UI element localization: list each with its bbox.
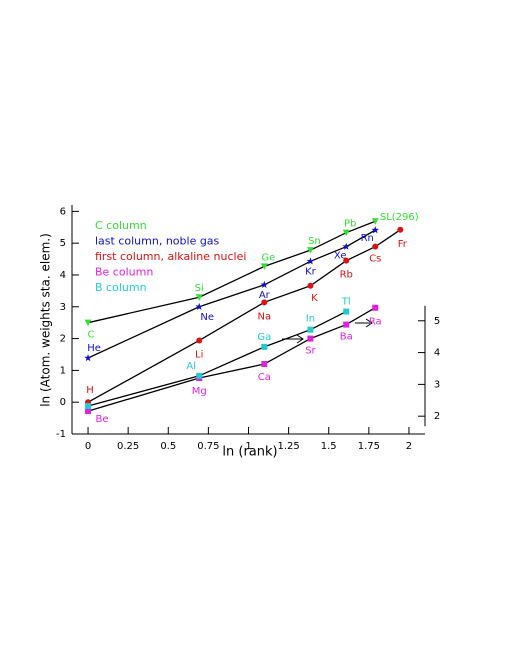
point [343, 308, 350, 315]
point-label: Li [195, 349, 203, 360]
point-label: C [88, 330, 95, 341]
point-label: Ga [257, 332, 271, 343]
point [307, 335, 314, 342]
point [371, 226, 380, 234]
y-tick-label: 1 [60, 365, 66, 376]
point [343, 321, 350, 328]
point [196, 372, 203, 379]
y2-tick-label: 5 [434, 316, 440, 327]
point-label: Rn [361, 233, 374, 244]
point-label: Be [96, 414, 109, 425]
point-label: Pb [344, 219, 356, 230]
y-tick-label: 0 [60, 397, 66, 408]
point [260, 280, 269, 289]
point-label: Al [186, 361, 196, 372]
point [342, 242, 350, 250]
legend-entry: B column [95, 281, 147, 294]
legend-entry: Be column [95, 266, 153, 279]
point-label: Ra [369, 317, 382, 328]
y-tick-label: 4 [60, 270, 66, 281]
x-tick-label: 0.5 [160, 441, 176, 452]
point [343, 257, 350, 264]
point-label: Fr [398, 239, 408, 250]
point [261, 361, 268, 368]
point-label: Ne [200, 312, 214, 323]
point-label: In [306, 314, 315, 325]
point-label: Xe [334, 251, 347, 262]
y2-tick-label: 4 [434, 348, 440, 359]
point-label: Sn [308, 236, 321, 247]
point-label: SL(296) [380, 212, 419, 223]
y-tick-label: 3 [60, 302, 66, 313]
y2-tick-label: 3 [434, 379, 440, 390]
legend-entry: C column [95, 219, 147, 232]
x-tick-label: 0.75 [197, 441, 219, 452]
point [195, 302, 203, 310]
point-label: Rb [340, 270, 353, 281]
arrows [282, 318, 373, 344]
legend-entry: first column, alkaline nuclei [95, 250, 246, 263]
point-label: Ge [261, 252, 275, 263]
series-line [87, 220, 376, 324]
point [342, 229, 350, 237]
legend-entry: last column, noble gas [95, 235, 220, 248]
point-label: H [86, 385, 94, 396]
point-label: He [87, 343, 101, 354]
point [84, 354, 92, 362]
point [397, 226, 404, 233]
x-tick-label: 2 [406, 441, 412, 452]
x-axis-label: ln (rank) [222, 445, 277, 460]
series-line [87, 307, 376, 412]
point [261, 343, 268, 350]
point-label: Si [195, 283, 204, 294]
point-label: Ba [340, 332, 353, 343]
y-tick-label: 6 [60, 206, 66, 217]
point [85, 408, 92, 415]
point-label: Kr [305, 266, 317, 277]
point [307, 326, 314, 333]
point [261, 299, 268, 306]
x-tick-label: 1.5 [321, 441, 337, 452]
y-tick-label: -1 [56, 429, 66, 440]
point [306, 257, 315, 265]
point-label: K [311, 293, 318, 304]
x-tick-label: 1.75 [358, 441, 380, 452]
series-line [87, 229, 376, 359]
y-tick-label: 2 [60, 334, 66, 345]
point-label: Ar [259, 290, 271, 301]
x-tick-label: 0 [85, 441, 91, 452]
point [372, 243, 379, 250]
y2-tick-label: 2 [434, 411, 440, 422]
point [307, 282, 314, 289]
x-tick-label: 1.25 [277, 441, 299, 452]
point [85, 403, 92, 410]
x-tick-label: 0.25 [117, 441, 139, 452]
point [84, 319, 92, 327]
point [306, 247, 314, 254]
point-label: Sr [305, 346, 316, 357]
y-tick-label: 5 [60, 238, 66, 249]
point-label: Ca [258, 372, 271, 383]
point-label: Cs [369, 254, 381, 265]
point [196, 337, 203, 344]
point [372, 304, 379, 311]
x-tick-label: 1 [245, 441, 251, 452]
series-line [87, 310, 347, 407]
y-axis-label: ln (Atom. weights sta. elem.) [39, 233, 53, 407]
point [260, 263, 268, 270]
point-label: Tl [341, 297, 351, 308]
point-label: Mg [192, 386, 207, 397]
point-label: Na [258, 311, 272, 322]
point [195, 294, 203, 301]
point [371, 218, 379, 225]
